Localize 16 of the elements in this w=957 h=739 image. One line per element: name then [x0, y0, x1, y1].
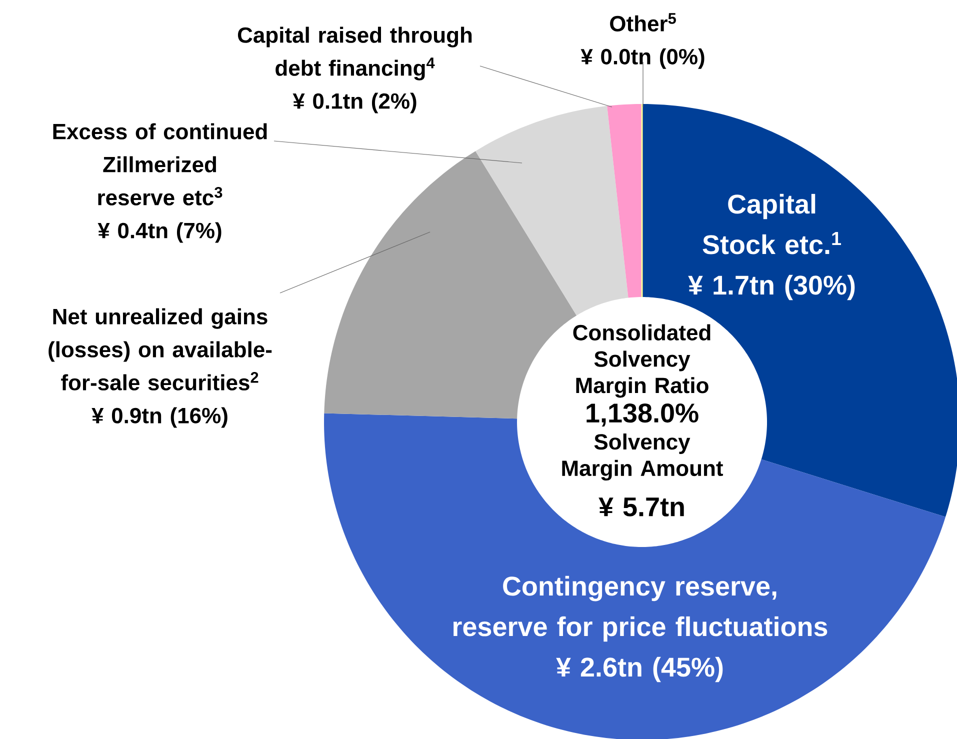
data-label: ¥ 0.9tn (16%)	[92, 407, 228, 428]
slice-label: Net unrealized gains (losses) on available-for-sale securities$^{2}$	[48, 308, 272, 390]
data-label: ¥ 2.6tn (45%)	[556, 656, 723, 682]
data-label: ¥ 1.7tn (30%)	[688, 274, 855, 300]
data-label: ¥ 0.1tn (2%)	[292, 92, 416, 114]
slice-label: Contingency reserve, reserve for price fluctuations	[453, 576, 828, 642]
slice-label: Capital raised through debt financing$^{4}$	[238, 26, 472, 80]
text: Solvency Margin Amount	[562, 434, 724, 480]
data-label: ¥ 0.4tn (7%)	[98, 222, 222, 243]
slice-label: Capital Stock etc.$^{1}$	[702, 194, 842, 254]
category-label: Other$^{5}$	[610, 13, 676, 32]
text: Consolidated Solvency Margin Ratio	[573, 324, 710, 398]
text: 1,138.0%	[586, 403, 698, 427]
text: ¥ 5.7tn	[598, 498, 684, 516]
text: ¥ 0.0tn (0%)	[580, 48, 704, 69]
slice-label: Excess of continued Zillmerized reserve etc$^{3}$	[53, 123, 267, 206]
